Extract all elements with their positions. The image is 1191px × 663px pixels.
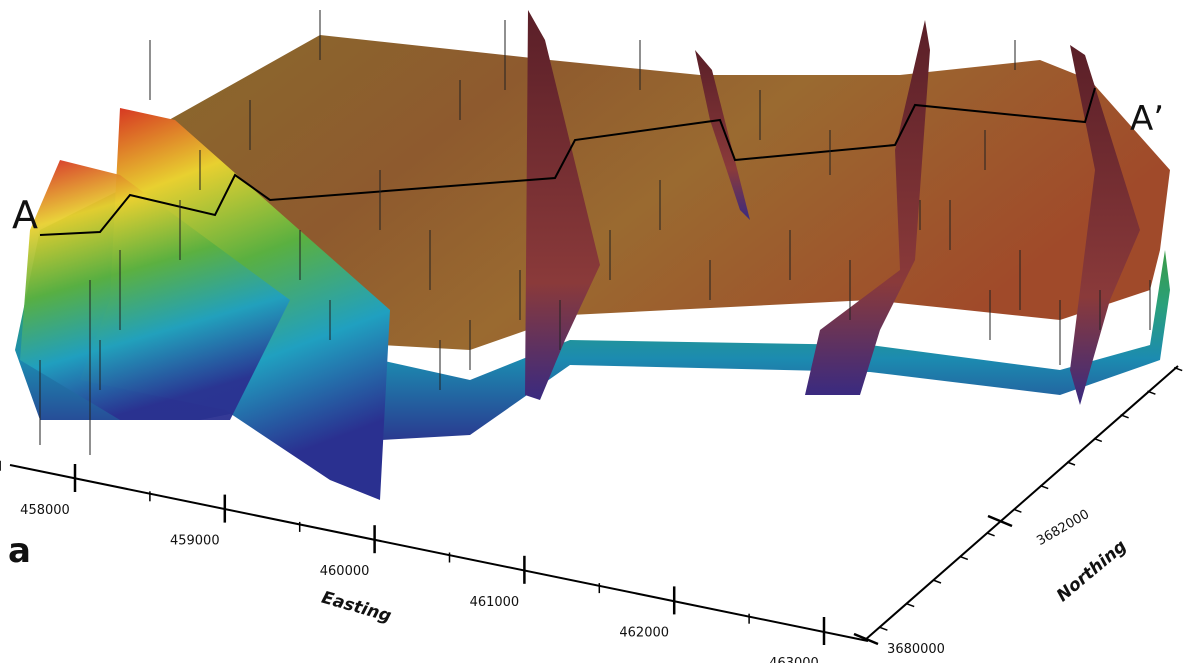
axis-title: Northing: [1053, 536, 1131, 606]
minor-tick: [1040, 486, 1048, 489]
x-tick-label: 459000: [170, 534, 220, 549]
minor-tick: [1013, 509, 1021, 512]
x-tick-label: 462000: [619, 625, 669, 640]
minor-tick: [987, 533, 995, 536]
x-tick-label: 463000: [769, 656, 819, 663]
figure: A A’ a Easting Northing 458000 459000 4600…: [0, 0, 1191, 663]
x-tick-label: 460000: [320, 564, 370, 579]
minor-tick: [906, 604, 914, 607]
model: [15, 10, 1170, 500]
x-tick-label: 461000: [470, 595, 520, 610]
tick-mark: [988, 516, 1012, 526]
y-tick-label: 3682000: [1034, 507, 1092, 549]
panel-label: a: [8, 531, 31, 571]
section-label: A’: [1130, 99, 1164, 139]
section-label: A: [12, 193, 38, 237]
y-tick-label: 3680000: [887, 642, 945, 657]
minor-tick: [933, 580, 941, 583]
northing-axis-line: [865, 366, 1178, 640]
easting-axis-line: [10, 465, 868, 641]
x-tick-label: 458000: [20, 503, 70, 518]
minor-tick: [1067, 462, 1075, 465]
axis-title: Easting: [319, 588, 393, 627]
minor-tick: [960, 556, 968, 559]
minor-tick: [879, 627, 887, 630]
